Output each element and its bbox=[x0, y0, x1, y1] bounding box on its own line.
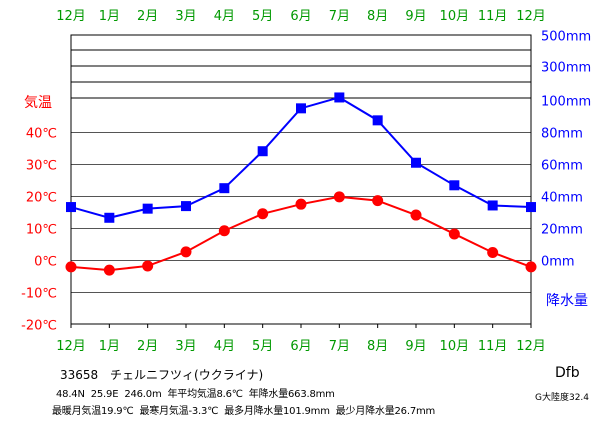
precipitation-point bbox=[334, 92, 345, 103]
temperature-point bbox=[218, 225, 230, 237]
precipitation-point bbox=[257, 146, 268, 157]
month-label-bottom: 12月 bbox=[516, 339, 546, 354]
temperature-point bbox=[487, 247, 499, 258]
month-label-top: 3月 bbox=[175, 9, 196, 24]
precipitation-tick-label: 40mm bbox=[541, 191, 583, 206]
station-id: 33658 bbox=[60, 368, 99, 382]
temperature-point bbox=[142, 260, 154, 272]
month-label-top: 7月 bbox=[329, 9, 350, 24]
month-labels-top: 12月 1月 2月 3月 4月 5月 6月 7月 8月 9月 10月 11月 12月 bbox=[56, 9, 546, 24]
month-label-bottom: 10月 bbox=[440, 339, 470, 354]
temperature-axis-title: 気温 bbox=[24, 95, 52, 111]
precipitation-series bbox=[66, 92, 536, 223]
month-label-bottom: 9月 bbox=[405, 339, 426, 354]
month-label-top: 4月 bbox=[214, 9, 235, 24]
temperature-point bbox=[448, 228, 460, 240]
precipitation-tick-label: 0mm bbox=[541, 255, 575, 270]
precipitation-tick-label: 20mm bbox=[541, 223, 583, 238]
precipitation-point bbox=[449, 180, 460, 191]
chart-grid bbox=[71, 34, 531, 293]
precipitation-tick-label: 80mm bbox=[541, 127, 583, 142]
month-label-top: 5月 bbox=[252, 9, 273, 24]
month-label-top: 1月 bbox=[99, 9, 120, 24]
wettest-month-precipitation: 最多月降水量101.9mm bbox=[224, 406, 330, 417]
precipitation-tick-label: 100mm bbox=[541, 95, 591, 110]
precipitation-point bbox=[372, 115, 383, 126]
month-labels-bottom: 12月 1月 2月 3月 4月 5月 6月 7月 8月 9月 10月 11月 12月 bbox=[56, 324, 546, 354]
annual-precipitation: 年降水量663.8mm bbox=[248, 389, 335, 400]
temperature-point bbox=[103, 264, 115, 276]
month-label-bottom: 1月 bbox=[99, 339, 120, 354]
station-stats-line-2: 最暖月気温19.9℃ 最寒月気温-3.3℃ 最多月降水量101.9mm 最少月降… bbox=[52, 402, 438, 417]
temperature-tick-label: 40℃ bbox=[26, 127, 57, 142]
temperature-tick-label: 20℃ bbox=[26, 191, 57, 206]
warmest-month-temperature: 最暖月気温19.9℃ bbox=[52, 406, 134, 417]
station-stats-line-1: 48.4N 25.9E 246.0m 年平均気温8.6℃ 年降水量663.8mm bbox=[56, 385, 338, 400]
longitude: 25.9E bbox=[90, 389, 119, 400]
temperature-tick-label: -10℃ bbox=[21, 287, 57, 302]
precipitation-point bbox=[66, 202, 76, 213]
latitude: 48.4N bbox=[56, 389, 85, 400]
month-label-top: 12月 bbox=[56, 9, 86, 24]
precipitation-point bbox=[411, 157, 421, 168]
elevation: 246.0m bbox=[124, 389, 162, 400]
month-label-top: 2月 bbox=[137, 9, 158, 24]
plot-frame bbox=[70, 34, 532, 325]
temperature-axis: 気温 -20℃ -10℃ 0℃ 10℃ 20℃ 30℃ 40℃ bbox=[21, 95, 57, 334]
precipitation-axis-title: 降水量 bbox=[546, 293, 588, 309]
precipitation-point bbox=[219, 183, 230, 194]
month-label-bottom: 7月 bbox=[329, 339, 350, 354]
precipitation-point bbox=[181, 201, 191, 212]
temperature-point bbox=[410, 209, 422, 221]
temperature-tick-label: 10℃ bbox=[26, 223, 57, 238]
precipitation-point bbox=[296, 103, 306, 114]
station-title: 33658 チェルニフツィ(ウクライナ) bbox=[60, 366, 271, 383]
temperature-point bbox=[372, 195, 384, 207]
coldest-month-temperature: 最寒月気温-3.3℃ bbox=[139, 406, 219, 417]
month-label-bottom: 4月 bbox=[214, 339, 235, 354]
precipitation-tick-label: 500mm bbox=[541, 30, 591, 45]
precipitation-tick-label: 60mm bbox=[541, 159, 583, 174]
precipitation-point bbox=[487, 200, 498, 211]
driest-month-precipitation: 最少月降水量26.7mm bbox=[335, 406, 436, 417]
month-label-bottom: 6月 bbox=[290, 339, 311, 354]
month-label-top: 6月 bbox=[290, 9, 311, 24]
precipitation-point bbox=[104, 212, 115, 223]
month-label-top: 8月 bbox=[367, 9, 388, 24]
month-label-bottom: 12月 bbox=[56, 339, 86, 354]
temperature-point bbox=[333, 191, 345, 203]
koppen-climate-code: Dfb bbox=[555, 365, 580, 381]
temperature-point bbox=[257, 208, 269, 220]
annual-mean-temperature: 年平均気温8.6℃ bbox=[167, 389, 243, 400]
temperature-tick-label: 30℃ bbox=[26, 159, 57, 174]
month-label-bottom: 11月 bbox=[478, 339, 508, 354]
precipitation-point bbox=[142, 203, 153, 214]
month-label-top: 9月 bbox=[405, 9, 426, 24]
month-label-bottom: 5月 bbox=[252, 339, 273, 354]
month-label-top: 11月 bbox=[478, 9, 508, 24]
temperature-point bbox=[180, 246, 192, 258]
temperature-series bbox=[65, 191, 537, 276]
continentality-index: G大陸度32.4 bbox=[535, 393, 590, 403]
precipitation-point bbox=[526, 202, 536, 213]
temperature-tick-label: -20℃ bbox=[21, 319, 57, 334]
temperature-tick-label: 0℃ bbox=[34, 255, 57, 270]
month-label-bottom: 8月 bbox=[367, 339, 388, 354]
temperature-point bbox=[295, 198, 307, 210]
precipitation-axis: 0mm 20mm 40mm 60mm 80mm 100mm 300mm 500mm 降水量 bbox=[541, 30, 591, 310]
temperature-point bbox=[525, 261, 537, 273]
month-label-bottom: 2月 bbox=[137, 339, 158, 354]
month-label-top: 12月 bbox=[516, 9, 546, 24]
plot-border bbox=[70, 34, 532, 325]
temperature-point bbox=[65, 261, 77, 273]
station-name: チェルニフツィ(ウクライナ) bbox=[110, 368, 264, 382]
precipitation-tick-label: 300mm bbox=[541, 61, 591, 76]
month-label-top: 10月 bbox=[440, 9, 470, 24]
month-label-bottom: 3月 bbox=[175, 339, 196, 354]
